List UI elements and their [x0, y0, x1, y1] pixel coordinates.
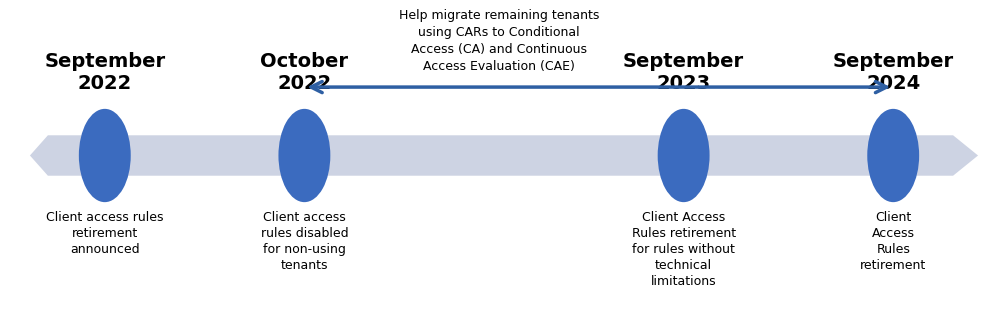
- Text: Client
Access
Rules
retirement: Client Access Rules retirement: [860, 211, 926, 272]
- Text: September
2024: September 2024: [832, 52, 954, 93]
- Text: October
2022: October 2022: [260, 52, 348, 93]
- Text: Client access
rules disabled
for non-using
tenants: Client access rules disabled for non-usi…: [260, 211, 348, 272]
- Polygon shape: [30, 135, 978, 176]
- Ellipse shape: [658, 109, 710, 202]
- Text: Client Access
Rules retirement
for rules without
technical
limitations: Client Access Rules retirement for rules…: [632, 211, 736, 289]
- Ellipse shape: [278, 109, 330, 202]
- Text: Client access rules
retirement
announced: Client access rules retirement announced: [46, 211, 164, 257]
- Text: September
2022: September 2022: [44, 52, 166, 93]
- Ellipse shape: [867, 109, 919, 202]
- Text: Help migrate remaining tenants
using CARs to Conditional
Access (CA) and Continu: Help migrate remaining tenants using CAR…: [399, 9, 599, 73]
- Text: September
2023: September 2023: [623, 52, 745, 93]
- Ellipse shape: [79, 109, 131, 202]
